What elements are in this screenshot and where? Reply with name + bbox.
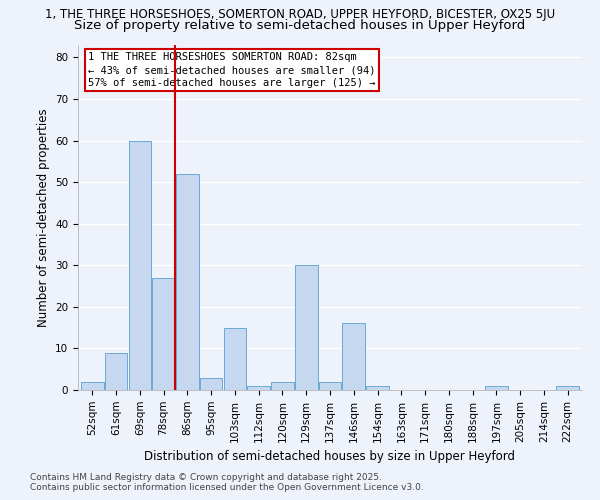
Bar bbox=[81, 382, 104, 390]
Text: Size of property relative to semi-detached houses in Upper Heyford: Size of property relative to semi-detach… bbox=[74, 19, 526, 32]
Bar bbox=[152, 278, 175, 390]
Bar bbox=[556, 386, 579, 390]
Text: Contains HM Land Registry data © Crown copyright and database right 2025.
Contai: Contains HM Land Registry data © Crown c… bbox=[30, 473, 424, 492]
Text: 1, THE THREE HORSESHOES, SOMERTON ROAD, UPPER HEYFORD, BICESTER, OX25 5JU: 1, THE THREE HORSESHOES, SOMERTON ROAD, … bbox=[45, 8, 555, 21]
Bar bbox=[366, 386, 389, 390]
Bar bbox=[200, 378, 223, 390]
Bar bbox=[485, 386, 508, 390]
Bar bbox=[176, 174, 199, 390]
Text: 1 THE THREE HORSESHOES SOMERTON ROAD: 82sqm
← 43% of semi-detached houses are sm: 1 THE THREE HORSESHOES SOMERTON ROAD: 82… bbox=[88, 52, 376, 88]
Bar bbox=[343, 324, 365, 390]
Bar bbox=[128, 140, 151, 390]
Bar bbox=[271, 382, 294, 390]
X-axis label: Distribution of semi-detached houses by size in Upper Heyford: Distribution of semi-detached houses by … bbox=[145, 450, 515, 463]
Bar bbox=[295, 266, 317, 390]
Bar bbox=[319, 382, 341, 390]
Y-axis label: Number of semi-detached properties: Number of semi-detached properties bbox=[37, 108, 50, 327]
Bar bbox=[247, 386, 270, 390]
Bar bbox=[105, 352, 127, 390]
Bar bbox=[224, 328, 246, 390]
